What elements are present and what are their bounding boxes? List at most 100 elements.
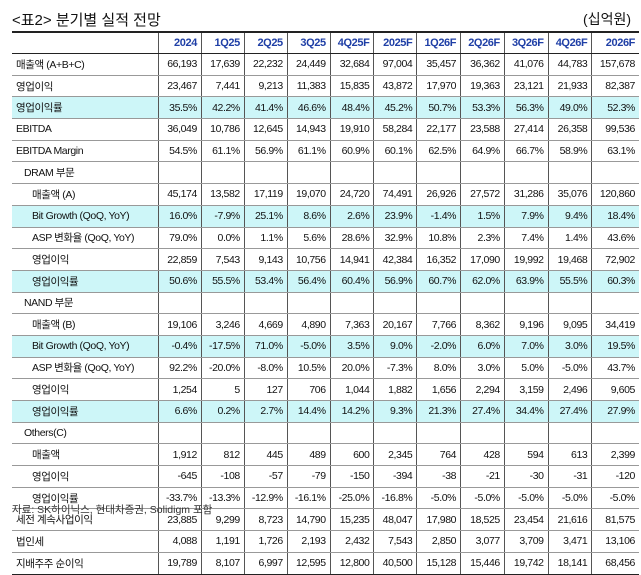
table-row: 영업이익 1,254 5 127 706 1,044 1,882 1,656 2,294 3,15… — [12, 378, 639, 401]
table-cell: 4,088 — [158, 530, 202, 553]
table-row: 영업이익률 35.5% 42.2% 41.4% 46.6% 48.4% 45.2% 50.7%… — [12, 96, 639, 120]
row-label: Bit Growth (QoQ, YoY) — [12, 335, 159, 358]
table-cell: -12.9% — [243, 487, 288, 510]
table-cell: 0.0% — [200, 227, 245, 250]
table-cell: 60.9% — [329, 140, 374, 163]
table-cell: 2,193 — [286, 530, 331, 553]
table-cell: 81,575 — [591, 508, 639, 532]
table-cell — [460, 422, 505, 445]
table-cell: 2,432 — [329, 530, 374, 553]
table-row: 매출액 (B) 19,106 3,246 4,669 4,890 7,363 20,167 7… — [12, 313, 639, 336]
table-cell: 60.3% — [591, 270, 639, 293]
row-label: 법인세 — [12, 530, 159, 553]
table-cell: 9,196 — [503, 313, 549, 336]
table-cell: 3.0% — [547, 335, 592, 358]
table-cell — [158, 292, 202, 315]
table-cell: 3.5% — [329, 335, 374, 358]
table-cell: 3,246 — [200, 313, 245, 336]
table-cell: 56.4% — [286, 270, 331, 293]
table-cell — [329, 161, 374, 185]
table-cell: 21,616 — [547, 508, 592, 532]
column-header: 2026F — [591, 31, 639, 54]
table-cell: 1.5% — [460, 205, 505, 228]
table-cell: 22,232 — [243, 53, 288, 76]
row-label: 영업이익 — [12, 465, 159, 488]
table-cell: 64.9% — [460, 140, 505, 163]
table-cell: -20.0% — [200, 357, 245, 380]
table-row: EBITDA Margin 54.5% 61.1% 56.9% 61.1% 60.9% 60… — [12, 140, 639, 163]
table-cell: 14,941 — [329, 248, 374, 271]
table-row: DRAM 부문 — [12, 161, 639, 185]
table-cell: -5.0% — [503, 487, 549, 510]
table-cell: 99,536 — [591, 118, 639, 141]
table-cell: 27.9% — [591, 400, 639, 423]
table-cell: 68,456 — [591, 552, 639, 575]
table-cell: 97,004 — [373, 53, 417, 76]
table-cell: 23,454 — [503, 508, 549, 532]
table-cell: 18,141 — [547, 552, 592, 575]
table-cell — [329, 292, 374, 315]
table-cell: 36,049 — [158, 118, 202, 141]
table-cell: 17,090 — [460, 248, 505, 271]
table-cell: -5.0% — [286, 335, 331, 358]
table-cell: 74,491 — [373, 183, 417, 206]
table-cell: 11,383 — [286, 75, 331, 98]
table-row: 영업이익 -645 -108 -57 -79 -150 -394 -38 -21 -30 -31 -1… — [12, 465, 639, 488]
table-cell: 764 — [416, 443, 461, 467]
table-cell: 19,789 — [158, 552, 202, 575]
table-cell — [503, 422, 549, 445]
table-cell — [243, 422, 288, 445]
table-cell: -2.0% — [416, 335, 461, 358]
table-cell: 41.4% — [243, 96, 288, 120]
table-cell: 22,859 — [158, 248, 202, 271]
table-cell: 3.0% — [460, 357, 505, 380]
table-cell: 35.5% — [158, 96, 202, 120]
table-cell — [591, 161, 639, 185]
table-cell: 6,997 — [243, 552, 288, 575]
table-cell: 8.6% — [286, 205, 331, 228]
table-cell: 62.0% — [460, 270, 505, 293]
table-cell: -38 — [416, 465, 461, 488]
table-row: Others(C) — [12, 422, 639, 445]
table-row: Bit Growth (QoQ, YoY) 16.0% -7.9% 25.1% 8.6%… — [12, 205, 639, 228]
table-cell: 19,363 — [460, 75, 505, 98]
table-cell: 35,457 — [416, 53, 461, 76]
row-label: EBITDA Margin — [12, 140, 159, 163]
table-cell: 15,835 — [329, 75, 374, 98]
table-cell: 5 — [200, 378, 245, 401]
table-cell: 55.5% — [547, 270, 592, 293]
table-cell: 9,095 — [547, 313, 592, 336]
table-cell: 56.3% — [503, 96, 549, 120]
table-cell: 17,119 — [243, 183, 288, 206]
row-label: DRAM 부문 — [12, 161, 159, 185]
table-cell: 9,299 — [200, 508, 245, 532]
table-cell: 2.6% — [329, 205, 374, 228]
row-label: 매출액 (A+B+C) — [12, 53, 159, 76]
table-cell — [243, 161, 288, 185]
table-cell: 4,669 — [243, 313, 288, 336]
table-cell — [286, 292, 331, 315]
table-row: 영업이익 23,467 7,441 9,213 11,383 15,835 43,872 17… — [12, 75, 639, 98]
table-cell: -30 — [503, 465, 549, 488]
table-cell: 23,588 — [460, 118, 505, 141]
table-cell: 2,399 — [591, 443, 639, 467]
table-cell: -33.7% — [158, 487, 202, 510]
row-label: Others(C) — [12, 422, 159, 445]
table-cell: 19.5% — [591, 335, 639, 358]
column-header: 1Q26F — [416, 31, 461, 54]
table-cell: 48.4% — [329, 96, 374, 120]
table-cell: 613 — [547, 443, 592, 467]
table-cell: 13,582 — [200, 183, 245, 206]
table-cell: 14.4% — [286, 400, 331, 423]
table-cell: 19,742 — [503, 552, 549, 575]
table-cell — [373, 422, 417, 445]
table-cell: 23.9% — [373, 205, 417, 228]
table-cell — [158, 161, 202, 185]
row-label: NAND 부문 — [12, 292, 159, 315]
table-row: EBITDA 36,049 10,786 12,645 14,943 19,910 58,2… — [12, 118, 639, 141]
table-cell: 24,449 — [286, 53, 331, 76]
table-cell: 19,910 — [329, 118, 374, 141]
table-cell: -7.9% — [200, 205, 245, 228]
table-cell: 27,572 — [460, 183, 505, 206]
column-header — [12, 31, 159, 54]
